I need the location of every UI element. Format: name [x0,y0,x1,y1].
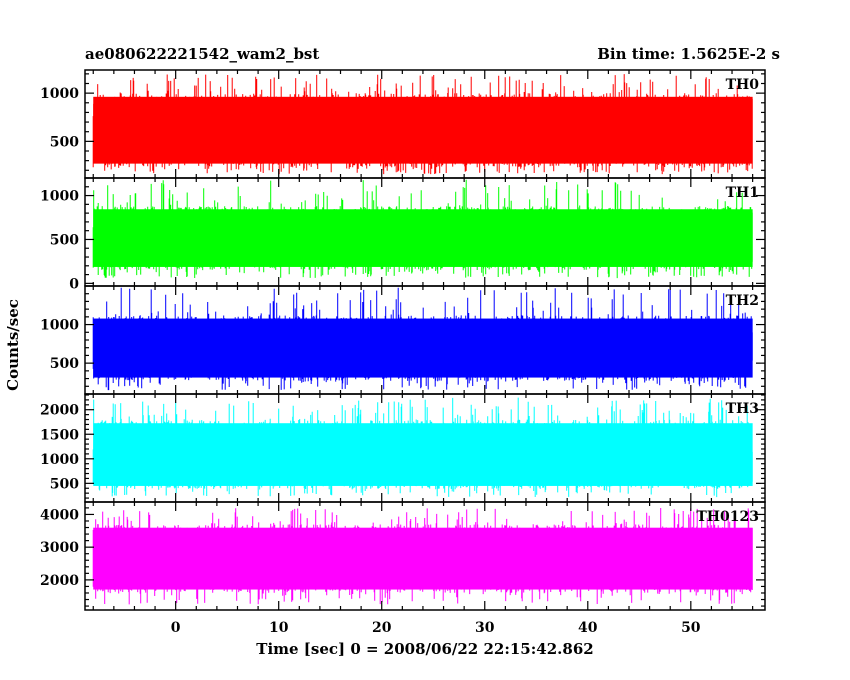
series-band-th1 [93,209,753,267]
x-tick-label: 50 [681,620,701,636]
panels-group: 500 1000 TH0 0 500 1000 TH1 500 1000 TH2 500 1000 15… [40,69,766,611]
x-axis-label: Time [sec] 0 = 2008/06/22 22:15:42.862 [256,640,593,658]
panel-th1: 0 500 1000 TH1 [40,177,766,292]
y-tick-label: 1000 [40,86,79,102]
panel-th0: 500 1000 TH0 [40,69,766,179]
panel-label-th0: TH0 [726,77,760,93]
x-axis: 0 10 20 30 40 50 [171,620,701,636]
y-tick-label: 1000 [40,318,79,334]
series-band-th0 [93,96,753,164]
x-tick-label: 0 [171,620,181,636]
y-tick-label: 2000 [40,403,79,419]
x-tick-label: 20 [372,620,392,636]
panel-th3: 500 1000 1500 2000 TH3 [40,393,766,503]
x-tick-label: 10 [269,620,289,636]
panel-label-th1: TH1 [726,185,759,201]
y-tick-label: 1000 [40,452,79,468]
y-tick-label: 500 [50,476,79,492]
series-band-th2 [93,318,753,378]
y-tick-label: 4000 [40,507,79,523]
y-tick-label: 1500 [40,427,79,443]
y-axis-label: Counts/sec [4,299,22,391]
panel-frame [84,501,766,611]
x-tick-label: 40 [578,620,598,636]
chart-title-left: ae080622221542_wam2_bst [85,45,319,63]
panel-th2: 500 1000 TH2 [40,285,766,395]
panel-label-th3: TH3 [726,401,759,417]
y-tick-label: 1000 [40,189,79,205]
y-tick-label: 2000 [40,573,79,589]
y-tick-label: 3000 [40,540,79,556]
y-tick-label: 0 [69,276,79,292]
panel-th0123: 2000 3000 4000 TH0123 [40,501,766,611]
y-tick-label: 500 [50,356,79,372]
panel-label-th0123: TH0123 [696,509,759,525]
chart-title-right: Bin time: 1.5625E-2 s [597,45,780,63]
panel-label-th2: TH2 [726,293,759,309]
series-band-th3 [93,423,753,486]
x-tick-label: 30 [475,620,495,636]
y-tick-label: 500 [50,134,79,150]
y-tick-label: 500 [50,232,79,248]
series-band-th0123 [93,527,753,590]
